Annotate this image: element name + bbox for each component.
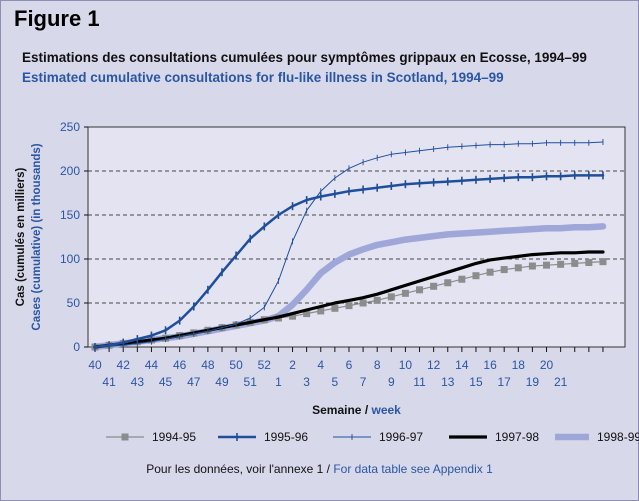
- data-point: [528, 262, 536, 270]
- series-1995-96: [93, 171, 605, 351]
- x-tick-label: 42: [117, 358, 131, 372]
- x-tick-label: 16: [483, 358, 497, 372]
- data-point: [458, 275, 466, 283]
- data-point: [472, 272, 480, 280]
- y-axis-label-english: Cases (cumulative) (in thousands): [31, 143, 43, 330]
- data-point: [373, 296, 381, 304]
- x-tick-label: 2: [289, 358, 296, 372]
- x-tick-label: 15: [469, 375, 483, 389]
- y-tick-label: 200: [60, 164, 80, 178]
- x-tick-label: 7: [360, 375, 367, 389]
- x-tick-label: 50: [229, 358, 243, 372]
- legend-label: 1995-96: [264, 430, 308, 444]
- x-tick-label: 46: [173, 358, 187, 372]
- figure-label: Figure 1: [14, 6, 100, 31]
- footnote-english: For data table see Appendix 1: [333, 462, 493, 476]
- x-tick-label: 48: [201, 358, 215, 372]
- data-point: [345, 302, 353, 310]
- x-tick-label: 47: [187, 375, 201, 389]
- data-point: [571, 259, 579, 267]
- data-point: [401, 289, 409, 297]
- data-point: [585, 259, 593, 267]
- data-point: [514, 264, 522, 272]
- data-point: [359, 299, 367, 307]
- x-tick-label: 14: [455, 358, 469, 372]
- x-tick-label: 45: [159, 375, 173, 389]
- legend-label: 1996-97: [379, 430, 423, 444]
- footnote: Pour les données, voir l'annexe 1 / For …: [0, 462, 639, 476]
- x-axis-label: Semaine / week: [312, 403, 401, 417]
- legend-item: 1998-99: [555, 430, 639, 444]
- legend-label: 1994-95: [152, 430, 196, 444]
- x-tick-label: 4: [317, 358, 324, 372]
- data-point: [331, 304, 339, 312]
- x-axis-label-french: Semaine /: [312, 403, 371, 417]
- y-tick-label: 0: [73, 340, 80, 354]
- y-tick-label: 50: [67, 296, 81, 310]
- x-tick-label: 51: [244, 375, 258, 389]
- legend-item: 1994-95: [106, 430, 196, 444]
- x-tick-label: 12: [427, 358, 441, 372]
- y-tick-label: 150: [60, 208, 80, 222]
- data-point: [500, 266, 508, 274]
- x-tick-label: 41: [102, 375, 116, 389]
- x-tick-label: 40: [88, 358, 102, 372]
- x-tick-label: 44: [145, 358, 159, 372]
- y-tick-label: 100: [60, 252, 80, 266]
- footnote-french: Pour les données, voir l'annexe 1 /: [146, 462, 334, 476]
- x-tick-label: 3: [303, 375, 310, 389]
- data-point: [543, 261, 551, 269]
- x-tick-label: 1: [275, 375, 282, 389]
- plot-background: [87, 126, 626, 348]
- data-point: [121, 433, 129, 441]
- x-tick-label: 43: [131, 375, 145, 389]
- x-tick-label: 18: [512, 358, 526, 372]
- x-tick-label: 17: [498, 375, 512, 389]
- y-tick-label: 250: [60, 120, 80, 134]
- x-axis-label-english: week: [371, 403, 402, 417]
- x-tick-label: 8: [374, 358, 381, 372]
- legend-item: 1996-97: [333, 430, 423, 444]
- x-tick-label: 9: [388, 375, 395, 389]
- data-point: [599, 258, 607, 266]
- data-point: [317, 307, 325, 315]
- chart-title-english: Estimated cumulative consultations for f…: [22, 70, 504, 85]
- x-tick-label: 11: [413, 375, 426, 389]
- x-tick-label: 19: [526, 375, 540, 389]
- data-point: [486, 268, 494, 276]
- data-point: [444, 279, 452, 287]
- x-tick-label: 20: [540, 358, 554, 372]
- data-point: [289, 312, 297, 320]
- x-tick-label: 13: [441, 375, 455, 389]
- legend-label: 1998-99: [597, 430, 639, 444]
- data-point: [416, 286, 424, 294]
- x-tick-label: 49: [215, 375, 229, 389]
- data-point: [430, 282, 438, 290]
- legend-item: 1995-96: [218, 430, 308, 444]
- data-point: [387, 293, 395, 301]
- data-point: [557, 260, 565, 268]
- chart-title-french: Estimations des consultations cumulées p…: [22, 50, 587, 65]
- x-tick-label: 5: [332, 375, 339, 389]
- x-tick-label: 52: [258, 358, 272, 372]
- x-tick-label: 21: [554, 375, 568, 389]
- y-axis-label-french: Cas (cumulés en milliers): [15, 167, 27, 306]
- data-point: [303, 310, 311, 318]
- x-tick-label: 6: [346, 358, 353, 372]
- legend-label: 1997-98: [495, 430, 539, 444]
- x-tick-label: 10: [399, 358, 413, 372]
- legend-item: 1997-98: [449, 430, 539, 444]
